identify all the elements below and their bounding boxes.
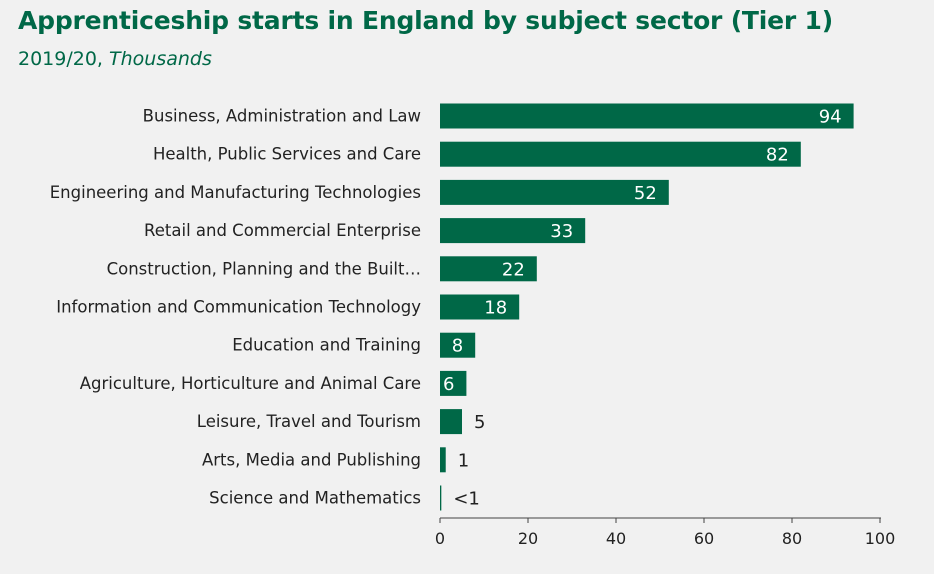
x-tick-label: 80 bbox=[782, 529, 802, 548]
category-label: Education and Training bbox=[232, 336, 421, 355]
subtitle-unit: Thousands bbox=[109, 48, 212, 70]
data-label: 5 bbox=[474, 412, 485, 433]
bar bbox=[440, 218, 586, 244]
category-label: Health, Public Services and Care bbox=[153, 145, 421, 164]
data-label: 18 bbox=[484, 298, 507, 319]
data-label: 94 bbox=[819, 107, 842, 128]
data-label: 22 bbox=[502, 259, 525, 280]
x-tick-label: 60 bbox=[694, 529, 714, 548]
bar bbox=[440, 370, 467, 396]
data-label: 8 bbox=[452, 336, 463, 357]
x-tick-label: 100 bbox=[865, 529, 896, 548]
category-label: Information and Communication Technology bbox=[56, 298, 421, 317]
subtitle-year: 2019/20, bbox=[18, 48, 103, 70]
bar bbox=[440, 447, 446, 473]
data-label: 82 bbox=[766, 145, 789, 166]
chart-title: Apprenticeship starts in England by subj… bbox=[18, 6, 833, 35]
data-label: 52 bbox=[634, 183, 657, 204]
bar bbox=[440, 179, 669, 205]
category-label: Science and Mathematics bbox=[209, 489, 421, 508]
data-label: <1 bbox=[453, 489, 480, 510]
category-label: Leisure, Travel and Tourism bbox=[197, 412, 421, 431]
x-tick-label: 0 bbox=[435, 529, 445, 548]
bar bbox=[440, 141, 801, 167]
bar bbox=[440, 409, 462, 435]
category-label: Business, Administration and Law bbox=[143, 107, 421, 126]
bar bbox=[440, 485, 442, 511]
data-label: 33 bbox=[550, 221, 573, 242]
x-tick-label: 40 bbox=[606, 529, 626, 548]
bar bbox=[440, 256, 537, 282]
category-label: Engineering and Manufacturing Technologi… bbox=[50, 183, 421, 202]
data-label: 6 bbox=[443, 374, 454, 395]
category-label: Arts, Media and Publishing bbox=[202, 450, 421, 469]
category-label: Agriculture, Horticulture and Animal Car… bbox=[80, 374, 421, 393]
bar bbox=[440, 332, 476, 358]
chart-subtitle: 2019/20, Thousands bbox=[18, 48, 212, 70]
data-label: 1 bbox=[458, 450, 469, 471]
bar bbox=[440, 294, 520, 320]
category-label: Retail and Commercial Enterprise bbox=[144, 221, 421, 240]
x-tick-label: 20 bbox=[518, 529, 538, 548]
bar bbox=[440, 103, 854, 129]
category-label: Construction, Planning and the Built… bbox=[107, 259, 421, 278]
